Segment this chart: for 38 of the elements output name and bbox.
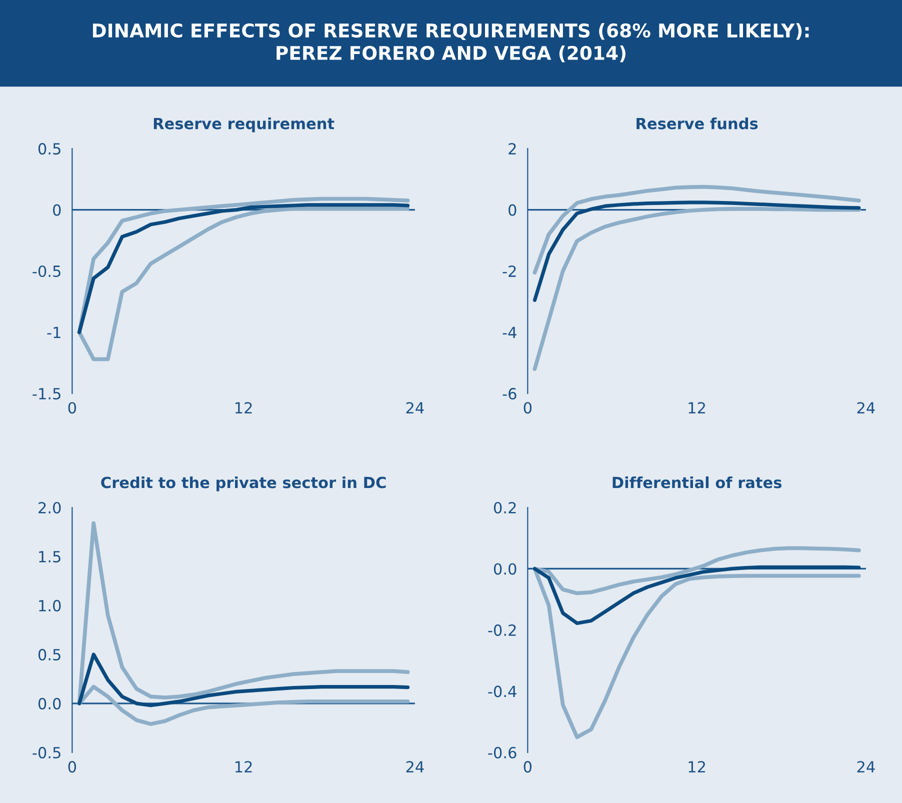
y-tick-label: 0.5 <box>38 648 60 660</box>
y-tick-label: -2 <box>502 265 516 277</box>
y-tick-label: 0.0 <box>494 563 516 575</box>
y-tick-label: -0.5 <box>32 265 60 278</box>
x-tick-label: 0 <box>68 761 76 773</box>
y-tick-label: -1.5 <box>32 388 60 400</box>
x-tick-label: 0 <box>524 402 532 414</box>
x-tick-label: 12 <box>236 761 252 772</box>
y-tick-label: -0.4 <box>488 686 516 698</box>
x-tick-label: 12 <box>688 402 705 414</box>
chart-title: Reserve funds <box>636 118 758 130</box>
y-tick-label: 2.0 <box>38 502 61 514</box>
y-tick-label: 0.0 <box>38 698 61 710</box>
chart-title: Reserve requirement <box>154 118 334 132</box>
x-tick-label: 24 <box>406 761 424 772</box>
chart-title: Credit to the private sector in DC <box>101 476 386 492</box>
y-tick-label: 1.5 <box>39 551 60 562</box>
y-tick-label: 0.5 <box>38 143 60 155</box>
y-tick-label: -4 <box>502 326 516 338</box>
x-tick-label: 12 <box>236 402 252 414</box>
x-tick-label: 24 <box>857 761 875 772</box>
y-tick-label: 0.2 <box>494 502 516 514</box>
y-tick-label: 1.0 <box>39 600 61 612</box>
y-tick-label: 2 <box>508 143 516 154</box>
y-tick-label: -0.5 <box>32 746 60 758</box>
y-tick-label: -6 <box>502 388 516 400</box>
y-tick-label: -1 <box>47 326 60 338</box>
y-tick-label: -0.2 <box>488 624 516 636</box>
y-tick-label: 0 <box>53 204 61 216</box>
text: DINAMIC EFFECTS OF RESERVE REQUIREMENTS (68% MORE LIKELY): PEREZ FORERO AND VEGA (2014) <box>92 23 809 62</box>
y-tick-label: 0 <box>508 204 516 216</box>
x-tick-label: 0 <box>524 761 532 773</box>
y-tick-label: -0.6 <box>488 746 516 758</box>
chart-title: Differential of rates <box>612 476 782 488</box>
x-tick-label: 12 <box>688 761 705 772</box>
x-tick-label: 24 <box>406 402 424 414</box>
x-tick-label: 24 <box>857 402 875 414</box>
x-tick-label: 0 <box>68 402 76 414</box>
